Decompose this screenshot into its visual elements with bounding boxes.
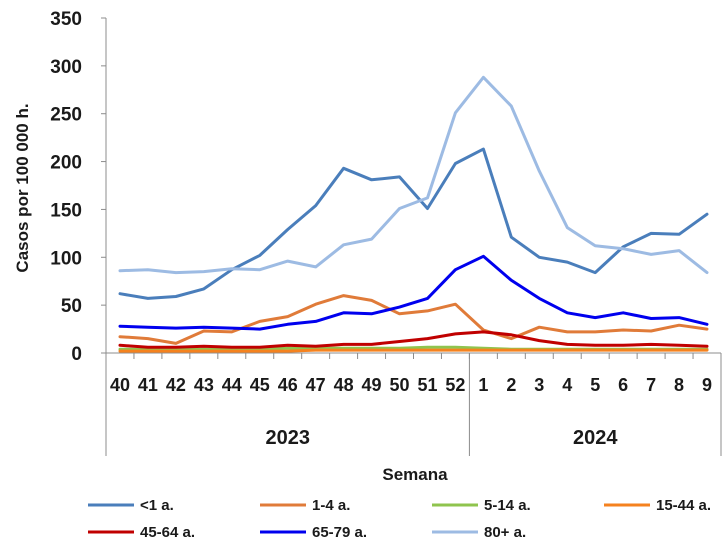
y-tick-label: 250 [50,105,82,126]
y-tick-label: 200 [50,153,82,174]
y-tick-label: 300 [50,57,82,78]
x-tick-label: 43 [194,375,214,395]
y-tick-label: 150 [50,200,82,221]
axes [101,17,722,456]
y-tick-label: 0 [71,344,82,365]
series-line-6 [118,254,709,331]
series-line-2 [118,294,709,345]
x-tick-label: 40 [110,375,130,395]
x-axis-title: Semana [382,465,448,484]
legend-label: 15-44 a. [656,497,711,514]
x-tick-label: 2 [506,375,516,395]
x-tick-label: 42 [166,375,186,395]
series-lines [118,75,709,353]
x-tick-label: 4 [562,375,572,395]
x-tick-label: 49 [362,375,382,395]
y-tick-label: 100 [50,248,82,269]
series-line-5 [118,330,709,349]
legend-label: 45-64 a. [140,524,195,541]
series-line-7 [118,75,709,275]
legend: <1 a. 1-4 a. 5-14 a. 15-44 a. 45-64 a. 65-79 … [88,497,711,541]
y-tick-label: 50 [61,296,82,317]
legend-label: 65-79 a. [312,524,367,541]
series-line-4 [118,348,709,353]
legend-label: <1 a. [140,497,174,514]
year-group-label: 2023 [265,427,310,449]
y-axis-title: Casos por 100 000 h. [13,103,32,272]
year-group-label: 2024 [573,427,618,449]
x-tick-label: 50 [390,375,410,395]
x-tick-label: 46 [278,375,298,395]
series-line-1 [118,147,709,300]
x-tick-label: 9 [702,375,712,395]
x-tick-label: 45 [250,375,270,395]
x-tick-label: 7 [646,375,656,395]
x-tick-label: 5 [590,375,600,395]
x-tick-label: 47 [306,375,326,395]
legend-label: 80+ a. [484,524,526,541]
x-tick-label: 51 [417,375,437,395]
x-tick-label: 44 [222,375,242,395]
y-tick-label: 350 [50,9,82,30]
x-tick-label: 3 [534,375,544,395]
x-tick-label: 6 [618,375,628,395]
x-tick-label: 8 [674,375,684,395]
legend-label: 1-4 a. [312,497,350,514]
x-tick-label: 1 [478,375,488,395]
legend-label: 5-14 a. [484,497,531,514]
x-tick-label: 52 [445,375,465,395]
x-tick-label: 48 [334,375,354,395]
x-tick-label: 41 [138,375,158,395]
